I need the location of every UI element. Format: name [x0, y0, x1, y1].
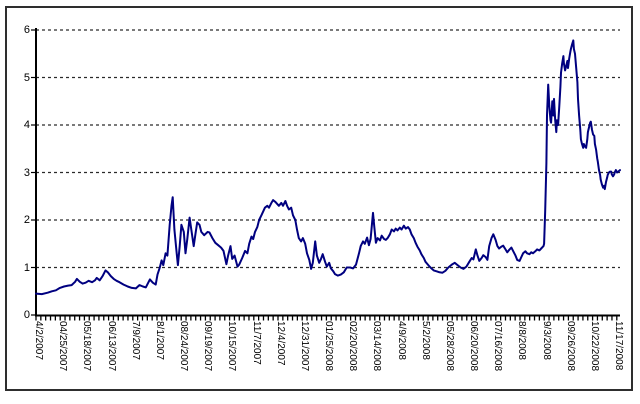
x-axis-tick-label: 5/2/2008	[419, 321, 431, 360]
x-axis-tick-label: 11/7/2007	[250, 321, 262, 365]
y-axis-tick-label: 6	[23, 24, 30, 36]
x-axis-tick-label: 06/13/2007	[105, 321, 117, 372]
x-axis-tick-label: 07/16/2008	[492, 321, 504, 372]
x-axis-tick-label: 10/22/2008	[588, 321, 600, 372]
y-axis-tick-label: 3	[23, 166, 30, 179]
x-axis-tick-label: 4/9/2008	[395, 321, 407, 360]
x-axis-tick-label: 08/24/2007	[178, 321, 189, 372]
y-axis-tick-label: 1	[23, 261, 30, 274]
x-axis-tick-label: 12/31/2007	[298, 321, 310, 372]
x-axis-tick-label: 8/1/2007	[153, 321, 165, 360]
x-axis-tick-label: 02/20/2008	[347, 321, 359, 372]
x-axis-tick-label: 06/20/2008	[468, 321, 479, 372]
x-axis-tick-label: 04/25/2007	[57, 321, 69, 372]
y-axis-tick-label: 2	[23, 214, 30, 226]
chart-frame	[5, 6, 633, 391]
y-axis-tick-label: 4	[23, 119, 30, 131]
x-axis-tick-label: 7/9/2007	[129, 321, 141, 360]
x-axis-tick-label: 09/26/2008	[564, 321, 576, 372]
x-axis-tick-label: 05/18/2007	[81, 321, 93, 372]
x-axis-tick-label: 4/2/2007	[33, 321, 44, 360]
series-line	[35, 39, 621, 296]
x-axis-tick-label: 10/15/2007	[226, 321, 238, 372]
y-axis-tick-label: 5	[23, 71, 30, 84]
x-axis-tick-label: 12/4/2007	[274, 321, 286, 366]
x-axis-tick-label: 9/3/2008	[540, 321, 552, 360]
y-axis-tick-label: 0	[23, 309, 30, 321]
x-axis-tick-label: 03/14/2008	[371, 321, 383, 372]
x-axis-tick-label: 09/19/2007	[202, 321, 214, 372]
x-axis-tick-label: 8/8/2008	[516, 321, 528, 360]
x-axis-tick-label: 05/28/2008	[443, 321, 455, 372]
x-axis-tick-label: 11/17/2008	[613, 321, 624, 371]
x-axis-tick-label: 01/25/2008	[323, 321, 334, 372]
